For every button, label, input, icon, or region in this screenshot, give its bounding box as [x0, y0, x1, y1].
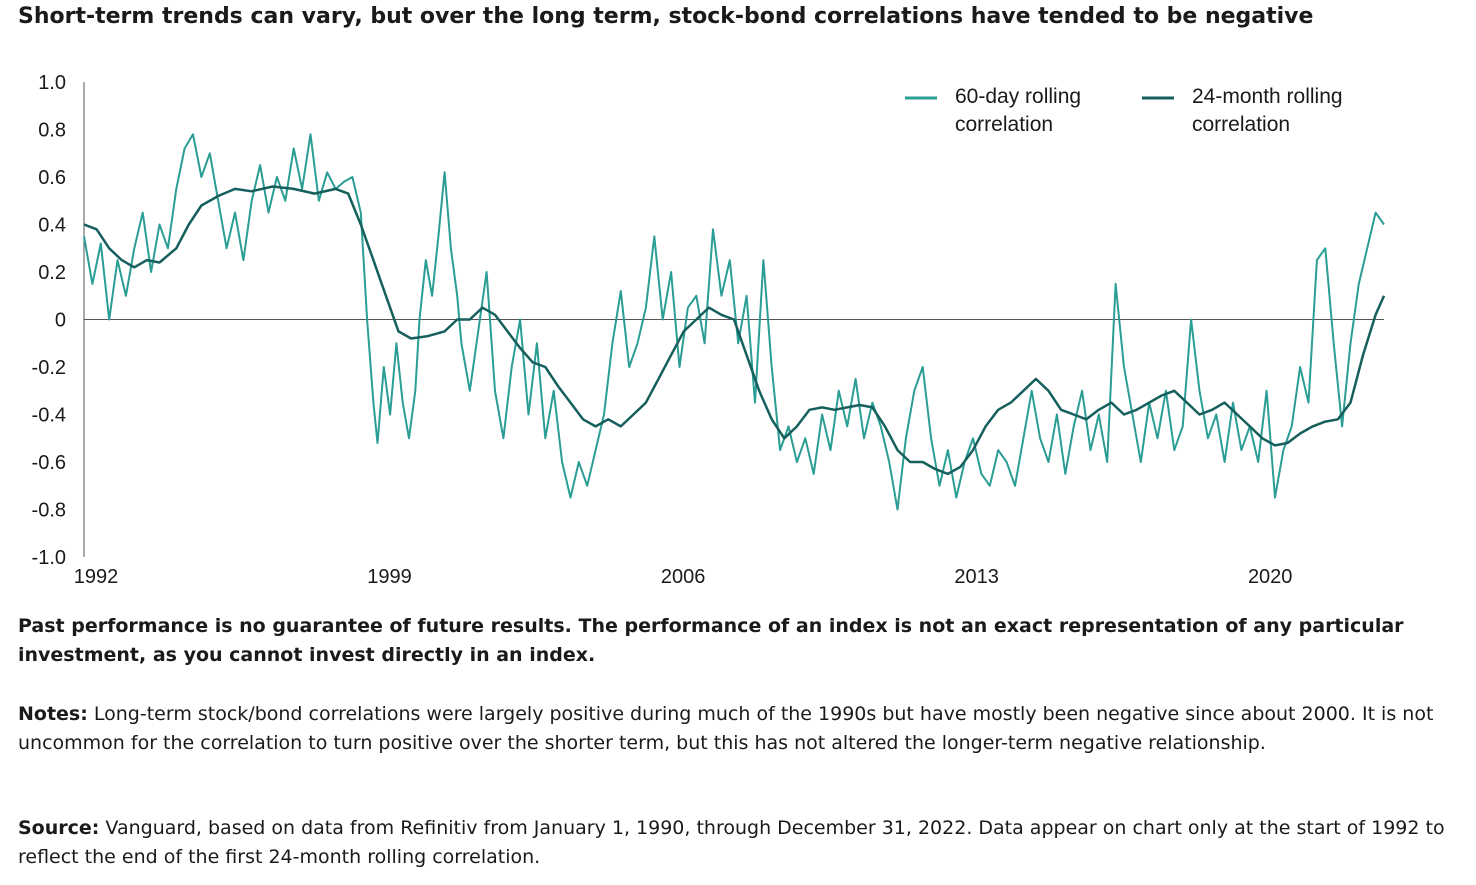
source-label: Source: — [18, 817, 100, 839]
correlation-line-chart: 1.0 0.8 0.6 0.4 0.2 0 -0.2 -0.4 -0.6 -0.8 -1.0 199… — [32, 72, 1386, 588]
chart-title: Short-term trends can vary, but over the… — [18, 4, 1314, 29]
x-axis-ticks: 1992 1999 2006 2013 2020 — [74, 566, 1293, 588]
y-tick-label: 0.6 — [38, 167, 66, 189]
source-text: Vanguard, based on data from Refinitiv f… — [18, 817, 1445, 868]
y-tick-label: 0.2 — [38, 262, 66, 284]
y-tick-label: -0.8 — [32, 500, 66, 522]
legend-label: correlation — [955, 113, 1053, 136]
chart-legend: 60-day rolling correlation 24-month rollin… — [905, 85, 1343, 136]
y-tick-label: -0.6 — [32, 452, 66, 474]
y-tick-label: 0 — [55, 310, 66, 332]
performance-disclaimer: Past performance is no guarantee of futu… — [18, 615, 1404, 666]
notes-text: Long-term stock/bond correlations were l… — [18, 703, 1434, 754]
y-tick-label: -0.4 — [32, 405, 66, 427]
y-axis-ticks: 1.0 0.8 0.6 0.4 0.2 0 -0.2 -0.4 -0.6 -0.8 -1.0 — [32, 72, 66, 569]
series-lines — [83, 133, 1386, 511]
x-tick-label: 1992 — [74, 566, 119, 588]
series-24-month-line — [83, 185, 1386, 476]
legend-label: correlation — [1192, 113, 1290, 136]
y-tick-label: 0.8 — [38, 120, 66, 142]
y-tick-label: -1.0 — [32, 547, 66, 569]
series-60-day-line — [83, 133, 1385, 511]
x-tick-label: 2020 — [1248, 566, 1293, 588]
legend-label: 60-day rolling — [955, 85, 1081, 108]
notes-label: Notes: — [18, 703, 88, 725]
legend-label: 24-month rolling — [1192, 85, 1343, 108]
source-paragraph: Source: Vanguard, based on data from Ref… — [18, 814, 1473, 872]
y-tick-label: 0.4 — [38, 215, 66, 237]
y-tick-label: -0.2 — [32, 357, 66, 379]
y-tick-label: 1.0 — [38, 72, 66, 94]
x-tick-label: 2013 — [954, 566, 999, 588]
x-tick-label: 2006 — [661, 566, 706, 588]
notes-paragraph: Notes: Long-term stock/bond correlations… — [18, 700, 1468, 758]
x-tick-label: 1999 — [367, 566, 412, 588]
